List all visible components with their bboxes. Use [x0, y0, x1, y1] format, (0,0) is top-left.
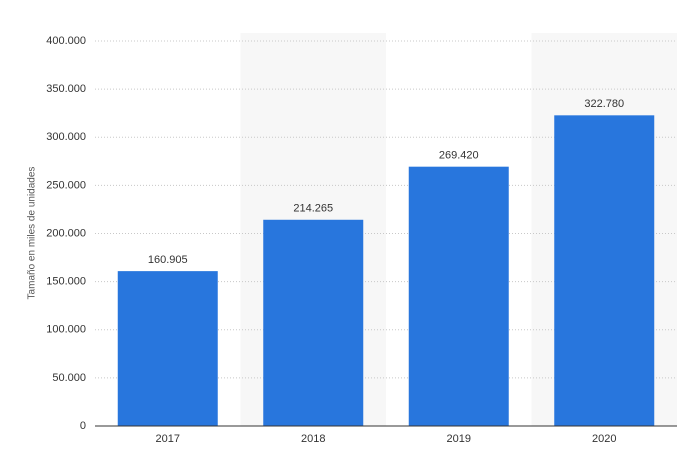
- x-tick-label: 2020: [592, 433, 616, 445]
- value-label: 322.780: [584, 98, 624, 110]
- value-label: 160.905: [148, 254, 188, 266]
- bar: [117, 271, 218, 426]
- y-tick-label: 150.000: [46, 276, 86, 288]
- bar: [263, 219, 364, 426]
- value-label: 214.265: [293, 203, 333, 215]
- x-tick-label: 2018: [301, 433, 325, 445]
- x-tick-label: 2019: [447, 433, 471, 445]
- y-tick-label: 0: [80, 420, 86, 432]
- value-label: 269.420: [439, 150, 479, 162]
- y-tick-label: 50.000: [52, 372, 86, 384]
- y-axis-label: Tamaño en miles de unidades: [27, 167, 38, 300]
- y-tick-label: 100.000: [46, 324, 86, 336]
- y-tick-label: 250.000: [46, 179, 86, 191]
- bar: [408, 166, 509, 427]
- y-tick-label: 400.000: [46, 35, 86, 47]
- y-tick-label: 300.000: [46, 131, 86, 143]
- y-tick-label: 350.000: [46, 83, 86, 95]
- bar: [554, 115, 655, 426]
- y-tick-label: 200.000: [46, 227, 86, 239]
- x-tick-label: 2017: [156, 433, 180, 445]
